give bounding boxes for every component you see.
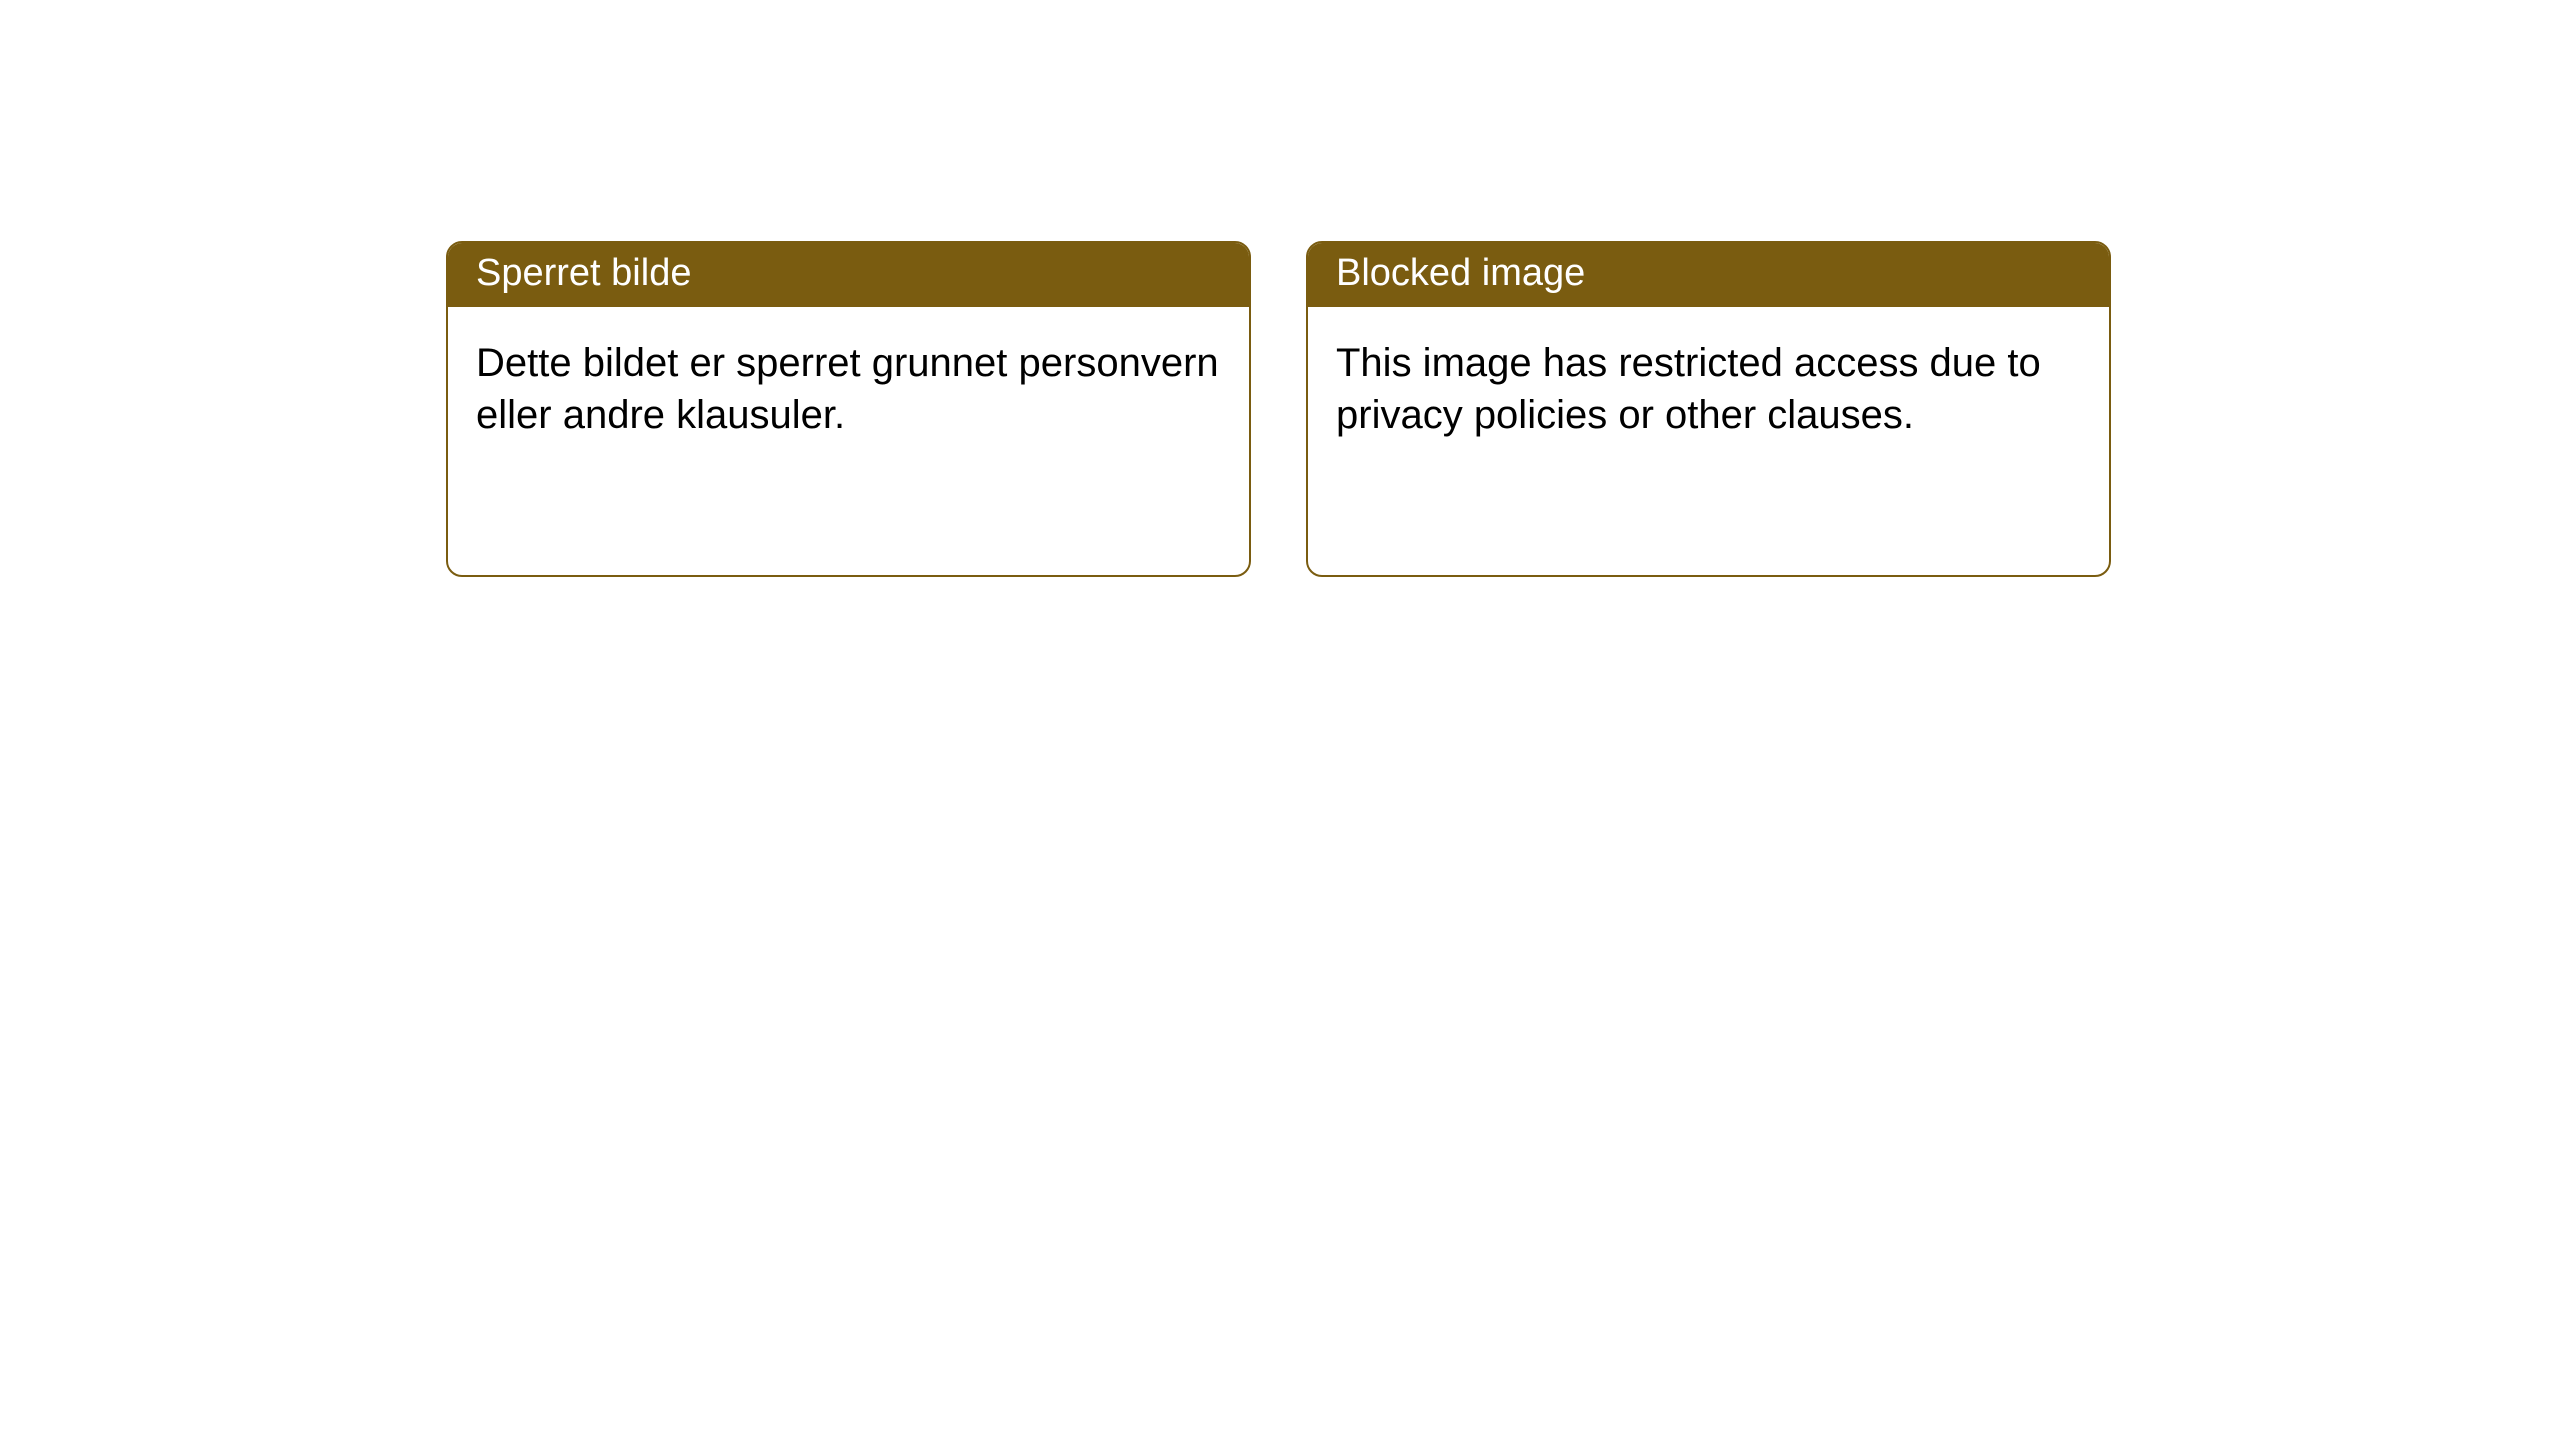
notice-card-title: Sperret bilde	[448, 243, 1249, 307]
notice-card-no: Sperret bilde Dette bildet er sperret gr…	[446, 241, 1251, 577]
notice-card-body: This image has restricted access due to …	[1308, 307, 2109, 471]
notice-card-en: Blocked image This image has restricted …	[1306, 241, 2111, 577]
notice-card-body: Dette bildet er sperret grunnet personve…	[448, 307, 1249, 471]
notice-cards-container: Sperret bilde Dette bildet er sperret gr…	[446, 241, 2111, 577]
notice-card-title: Blocked image	[1308, 243, 2109, 307]
